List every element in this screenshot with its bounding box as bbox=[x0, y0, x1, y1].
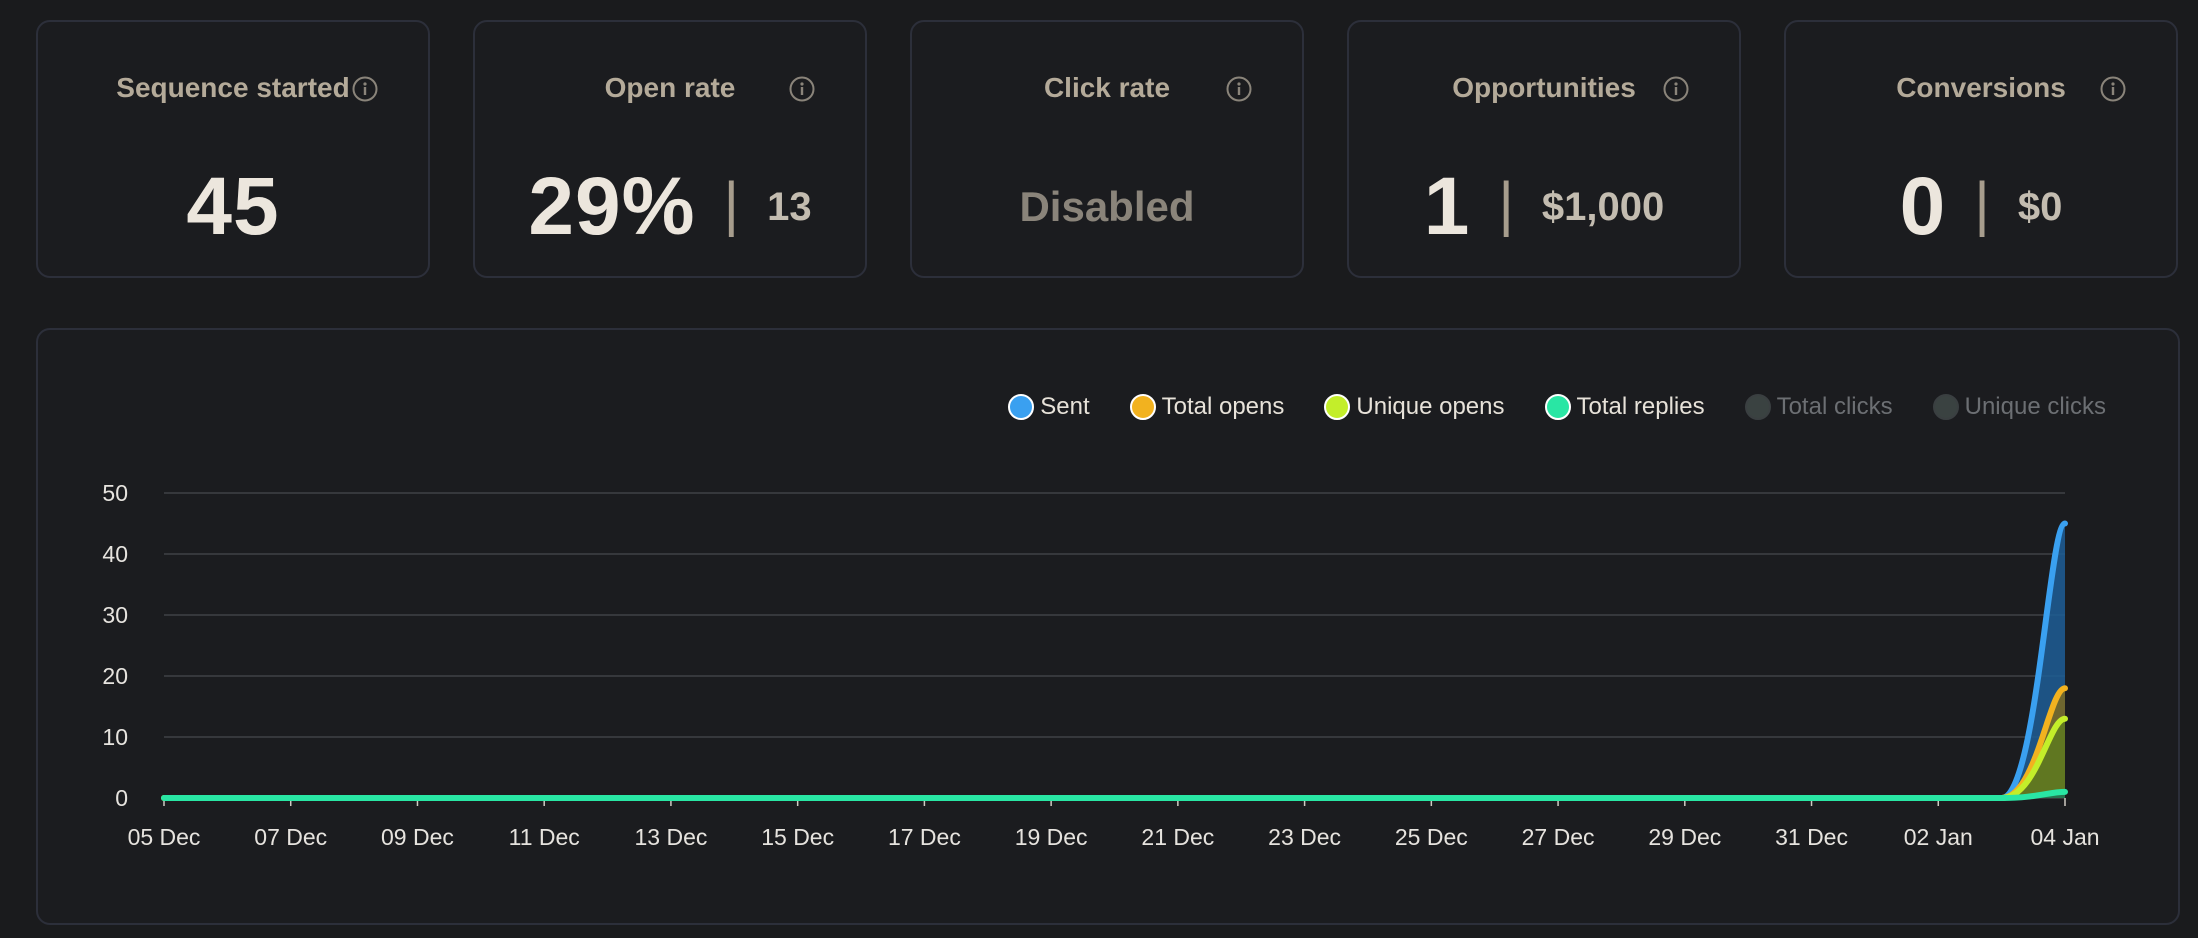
legend-label: Unique clicks bbox=[1964, 393, 2106, 420]
x-tick-label: 09 Dec bbox=[381, 824, 454, 850]
legend-dot bbox=[1324, 394, 1351, 420]
info-icon[interactable] bbox=[352, 76, 378, 102]
legend-label: Unique opens bbox=[1356, 393, 1505, 420]
legend-label: Total clicks bbox=[1776, 393, 1893, 420]
chart-legend: Sent Total opens Unique opens Total repl… bbox=[1008, 390, 2106, 424]
legend-item-unique-clicks[interactable]: Unique clicks bbox=[1932, 393, 2106, 421]
value-separator: | bbox=[1498, 169, 1514, 237]
kpi-card-opportunities: Opportunities 1 | $1,000 bbox=[1347, 20, 1741, 278]
x-tick-label: 19 Dec bbox=[1015, 824, 1088, 850]
value-separator: | bbox=[1974, 169, 1990, 237]
kpi-title: Open rate bbox=[604, 72, 736, 103]
y-tick-label: 40 bbox=[102, 541, 128, 567]
kpi-card-conversions: Conversions 0 | $0 bbox=[1784, 20, 2178, 278]
legend-item-unique-opens[interactable]: Unique opens bbox=[1324, 393, 1505, 421]
series-line-sent bbox=[161, 520, 2068, 801]
legend-item-total-replies[interactable]: Total replies bbox=[1544, 393, 1705, 421]
legend-dot bbox=[1932, 394, 1959, 420]
x-tick-label: 05 Dec bbox=[128, 824, 201, 850]
x-tick-label: 31 Dec bbox=[1775, 824, 1848, 850]
x-tick-label: 25 Dec bbox=[1395, 824, 1468, 850]
kpi-secondary-value: 13 bbox=[767, 184, 812, 229]
legend-label: Total replies bbox=[1576, 393, 1705, 420]
y-tick-label: 10 bbox=[102, 724, 128, 750]
kpi-value: 1 bbox=[1423, 161, 1471, 252]
legend-item-sent[interactable]: Sent bbox=[1008, 393, 1090, 421]
kpi-card-click-rate: Click rate Disabled bbox=[910, 20, 1304, 278]
kpi-title: Click rate bbox=[1043, 72, 1171, 103]
chart-panel bbox=[36, 328, 2180, 925]
series-line-unique-opens bbox=[161, 715, 2068, 801]
kpi-title: Sequence started bbox=[116, 72, 350, 103]
info-icon[interactable] bbox=[1663, 76, 1689, 102]
legend-dot bbox=[1744, 394, 1771, 420]
y-tick-label: 0 bbox=[115, 785, 128, 811]
legend-dot bbox=[1544, 394, 1571, 420]
legend-label: Sent bbox=[1040, 393, 1090, 420]
x-tick-label: 23 Dec bbox=[1268, 824, 1341, 850]
x-tick-label: 11 Dec bbox=[509, 824, 580, 850]
x-tick-label: 02 Jan bbox=[1904, 824, 1973, 850]
info-icon[interactable] bbox=[1226, 76, 1252, 102]
kpi-value: 0 bbox=[1899, 161, 1947, 252]
x-tick-label: 04 Jan bbox=[2030, 824, 2099, 850]
kpi-secondary-value: $0 bbox=[2017, 184, 2063, 229]
kpi-card-open-rate: Open rate 29% | 13 bbox=[473, 20, 867, 278]
legend-item-total-clicks[interactable]: Total clicks bbox=[1744, 393, 1893, 421]
x-tick-label: 07 Dec bbox=[254, 824, 327, 850]
series-line-total-replies bbox=[161, 788, 2068, 801]
series-area-total-opens bbox=[164, 688, 2065, 798]
info-icon[interactable] bbox=[2100, 76, 2126, 102]
legend-label: Total opens bbox=[1161, 393, 1285, 420]
info-icon[interactable] bbox=[789, 76, 815, 102]
x-tick-label: 27 Dec bbox=[1522, 824, 1595, 850]
legend-item-total-opens[interactable]: Total opens bbox=[1129, 393, 1285, 421]
kpi-value: 29% bbox=[528, 161, 696, 252]
x-tick-label: 29 Dec bbox=[1648, 824, 1721, 850]
series-line-total-opens bbox=[161, 685, 2068, 801]
value-separator: | bbox=[723, 169, 740, 237]
legend-dot bbox=[1008, 394, 1035, 420]
y-tick-label: 50 bbox=[102, 480, 128, 506]
kpi-title: Conversions bbox=[1896, 72, 2066, 103]
y-tick-label: 20 bbox=[102, 663, 128, 689]
x-tick-label: 21 Dec bbox=[1141, 824, 1214, 850]
kpi-disabled-text: Disabled bbox=[1019, 183, 1195, 230]
kpi-value: 45 bbox=[186, 161, 280, 252]
series-area-unique-opens bbox=[164, 718, 2065, 798]
x-tick-label: 17 Dec bbox=[888, 824, 961, 850]
x-tick-label: 15 Dec bbox=[761, 824, 834, 850]
kpi-title: Opportunities bbox=[1452, 72, 1636, 103]
kpi-secondary-value: $1,000 bbox=[1541, 184, 1665, 229]
legend-dot bbox=[1129, 394, 1156, 420]
series-area-sent bbox=[164, 523, 2065, 798]
y-tick-label: 30 bbox=[102, 602, 128, 628]
kpi-card-sequence-started: Sequence started 45 bbox=[36, 20, 430, 278]
x-tick-label: 13 Dec bbox=[634, 824, 707, 850]
